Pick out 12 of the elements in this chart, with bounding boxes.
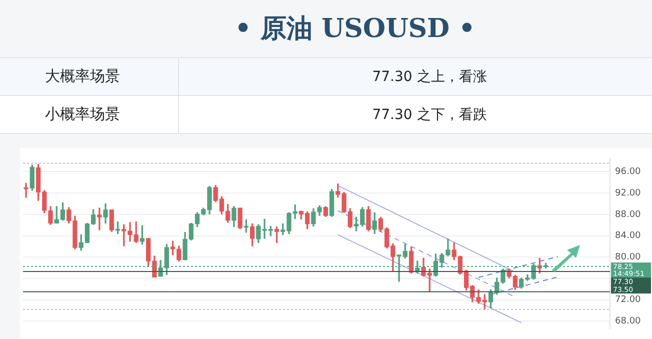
text: 77.30 之下，看跌: [371, 106, 488, 124]
y-tick-label: 72.00: [615, 295, 642, 306]
y-tick-label: 68.00: [615, 316, 642, 326]
y-tick-label: 96.00: [615, 167, 642, 178]
text: 小概率场景: [0, 96, 179, 133]
text: 大概率场景: [0, 58, 179, 95]
y-tick-label: 88.00: [615, 210, 642, 220]
y-tick-label: 92.00: [615, 188, 642, 198]
chart-title: • 原油 USOUSD •: [0, 0, 652, 58]
text: 77.30 之上，看涨: [371, 68, 488, 86]
y-tick-label: 80.00: [615, 252, 642, 262]
y-tick-label: 84.00: [615, 231, 642, 242]
